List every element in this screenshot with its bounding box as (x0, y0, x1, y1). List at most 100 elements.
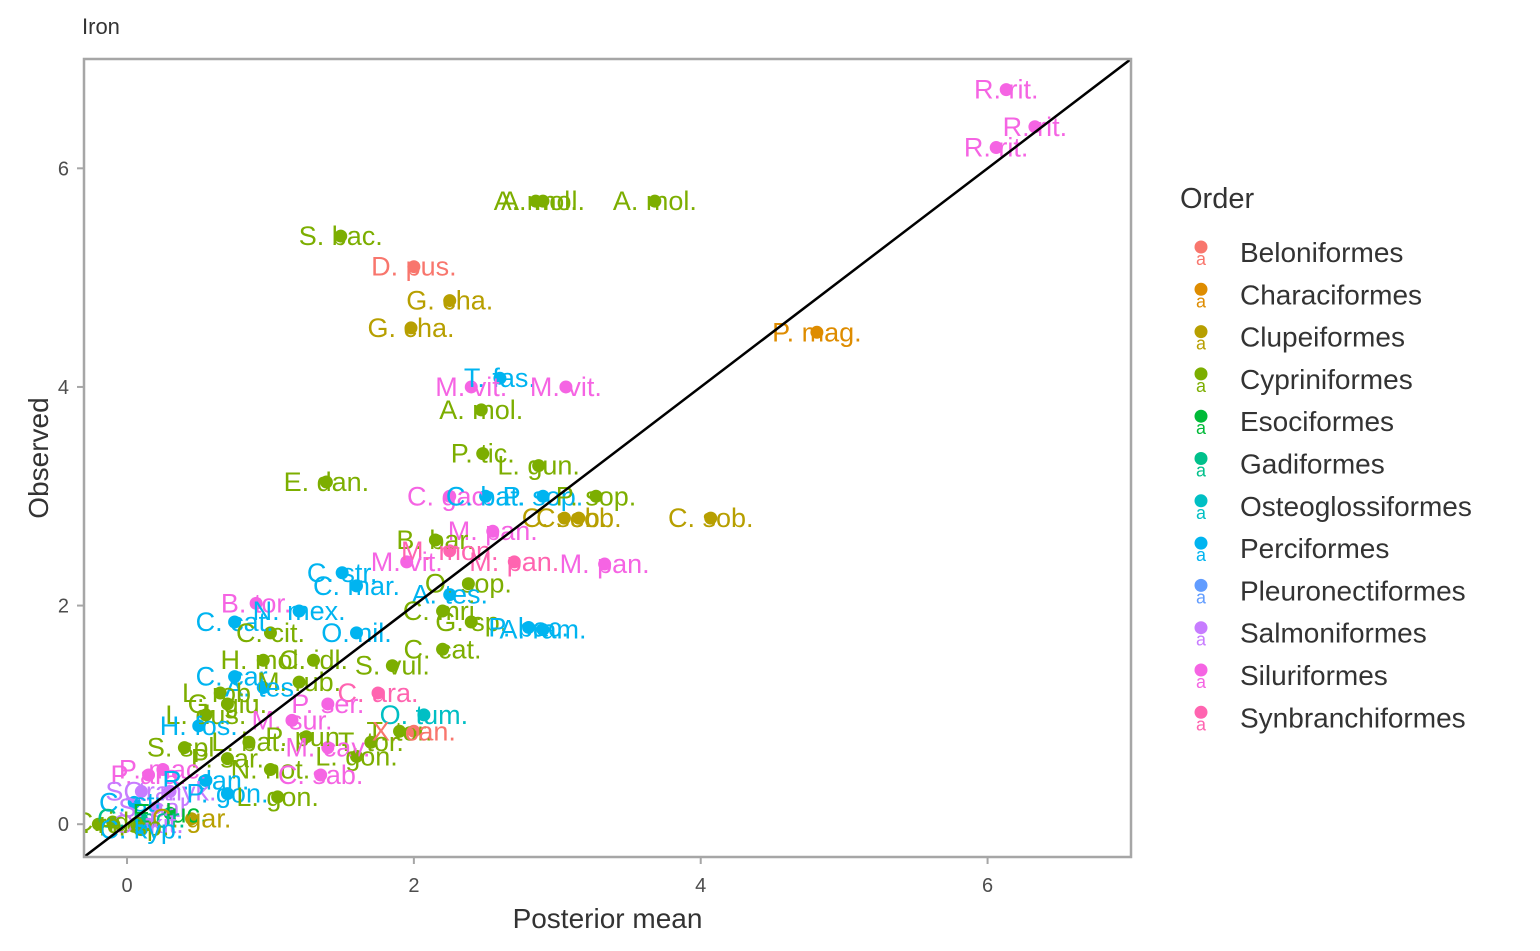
point-label: S. bac. (299, 221, 383, 251)
point-label: G. sp. (435, 607, 507, 637)
legend-key-dot (1194, 621, 1208, 635)
reference-line (84, 59, 1131, 857)
legend-key: a (1194, 705, 1208, 734)
data-point (507, 555, 521, 569)
data-point (306, 653, 320, 667)
point-label: L. rob. (182, 678, 259, 708)
data-point (335, 566, 349, 580)
data-point (464, 615, 478, 629)
point-label: C. mri. (403, 596, 482, 626)
legend-key-glyph: a (1196, 461, 1207, 481)
point-label: S. spl. (147, 733, 222, 763)
data-point (589, 489, 603, 503)
point-label: B. tor. (221, 588, 292, 618)
data-point (199, 708, 213, 722)
point-label: A. mol. (613, 186, 697, 216)
legend-label: Siluriformes (1240, 660, 1388, 691)
point-label: R. dan. (162, 765, 249, 795)
data-point (321, 741, 335, 755)
legend-title: Order (1180, 183, 1254, 215)
data-point (443, 588, 457, 602)
legend-key-dot (1194, 705, 1208, 719)
legend-key-glyph: a (1196, 714, 1207, 734)
data-point (400, 555, 414, 569)
data-point (285, 713, 299, 727)
data-point (134, 784, 148, 798)
point-label: C. idl. (279, 645, 348, 675)
data-point (350, 579, 364, 593)
legend-label: Cypriniformes (1240, 364, 1413, 395)
data-point (532, 459, 546, 473)
data-point (249, 596, 263, 610)
point-label: C. kyp. (99, 815, 183, 845)
point-label: M. vit. (371, 547, 443, 577)
point-label: C. gac. (407, 481, 493, 511)
legend-key: a (1194, 578, 1208, 607)
data-point (407, 724, 421, 738)
legend-label: Salmoniformes (1240, 618, 1427, 649)
data-point (417, 708, 431, 722)
data-point (486, 524, 500, 538)
data-point (350, 749, 364, 763)
data-point (572, 511, 586, 525)
point-label: R. rit. (964, 133, 1029, 163)
legend-key-glyph: a (1196, 672, 1207, 692)
x-axis-title: Posterior mean (513, 903, 703, 934)
data-point (263, 763, 277, 777)
data-point (292, 675, 306, 689)
data-point (704, 511, 718, 525)
point-label: P. ser. (291, 689, 364, 719)
data-point (299, 730, 313, 744)
data-point (163, 806, 177, 820)
legend-label: Characiformes (1240, 279, 1422, 310)
legend-label: Esociformes (1240, 406, 1394, 437)
legend-key-dot (1194, 663, 1208, 677)
data-point (436, 604, 450, 618)
data-point (999, 83, 1013, 97)
point-label: C. gar. (152, 804, 232, 834)
data-point (648, 194, 662, 208)
legend-key-glyph: a (1196, 376, 1207, 396)
data-point (220, 697, 234, 711)
data-point (228, 615, 242, 629)
legend-key-glyph: a (1196, 630, 1207, 650)
data-point (443, 489, 457, 503)
point-label: A. tes. (411, 580, 488, 610)
data-point (319, 475, 333, 489)
legend-label: Osteoglossiformes (1240, 491, 1472, 522)
legend-label: Synbranchiformes (1240, 702, 1466, 733)
chart-title: Iron (82, 14, 120, 39)
point-label: S. tra. (105, 776, 177, 806)
data-point (271, 790, 285, 804)
point-label: T. fas. (464, 363, 536, 393)
legend-label: Perciformes (1240, 533, 1389, 564)
point-label: H. mol. (221, 645, 307, 675)
legend-label: Pleuronectiformes (1240, 575, 1466, 606)
point-label: H. fos. (160, 711, 238, 741)
point-label: A. tes. (225, 673, 302, 703)
point-label: A. mol. (501, 186, 585, 216)
panel-border (82, 57, 1133, 859)
data-point (989, 141, 1003, 155)
data-point (436, 642, 450, 656)
point-label: C. sab. (278, 760, 364, 790)
point-label: P. gon. (186, 779, 268, 809)
data-point (364, 735, 378, 749)
x-tick-label: 4 (695, 875, 706, 897)
point-label: C. bat. (446, 481, 526, 511)
point-label: P. ara. (111, 760, 187, 790)
data-point (321, 697, 335, 711)
data-point (464, 380, 478, 394)
data-point (292, 604, 306, 618)
x-tick-label: 6 (982, 875, 993, 897)
legend-key: a (1194, 452, 1208, 481)
legend-key: a (1194, 282, 1208, 311)
point-label: G. cha. (406, 286, 493, 316)
data-point (263, 626, 277, 640)
point-label: M. cav. (285, 733, 370, 763)
data-point (522, 620, 536, 634)
point-label: C. sob. (536, 503, 622, 533)
data-point (428, 533, 442, 547)
point-label: O. nil. (321, 618, 392, 648)
point-label: L. gon. (315, 741, 398, 771)
